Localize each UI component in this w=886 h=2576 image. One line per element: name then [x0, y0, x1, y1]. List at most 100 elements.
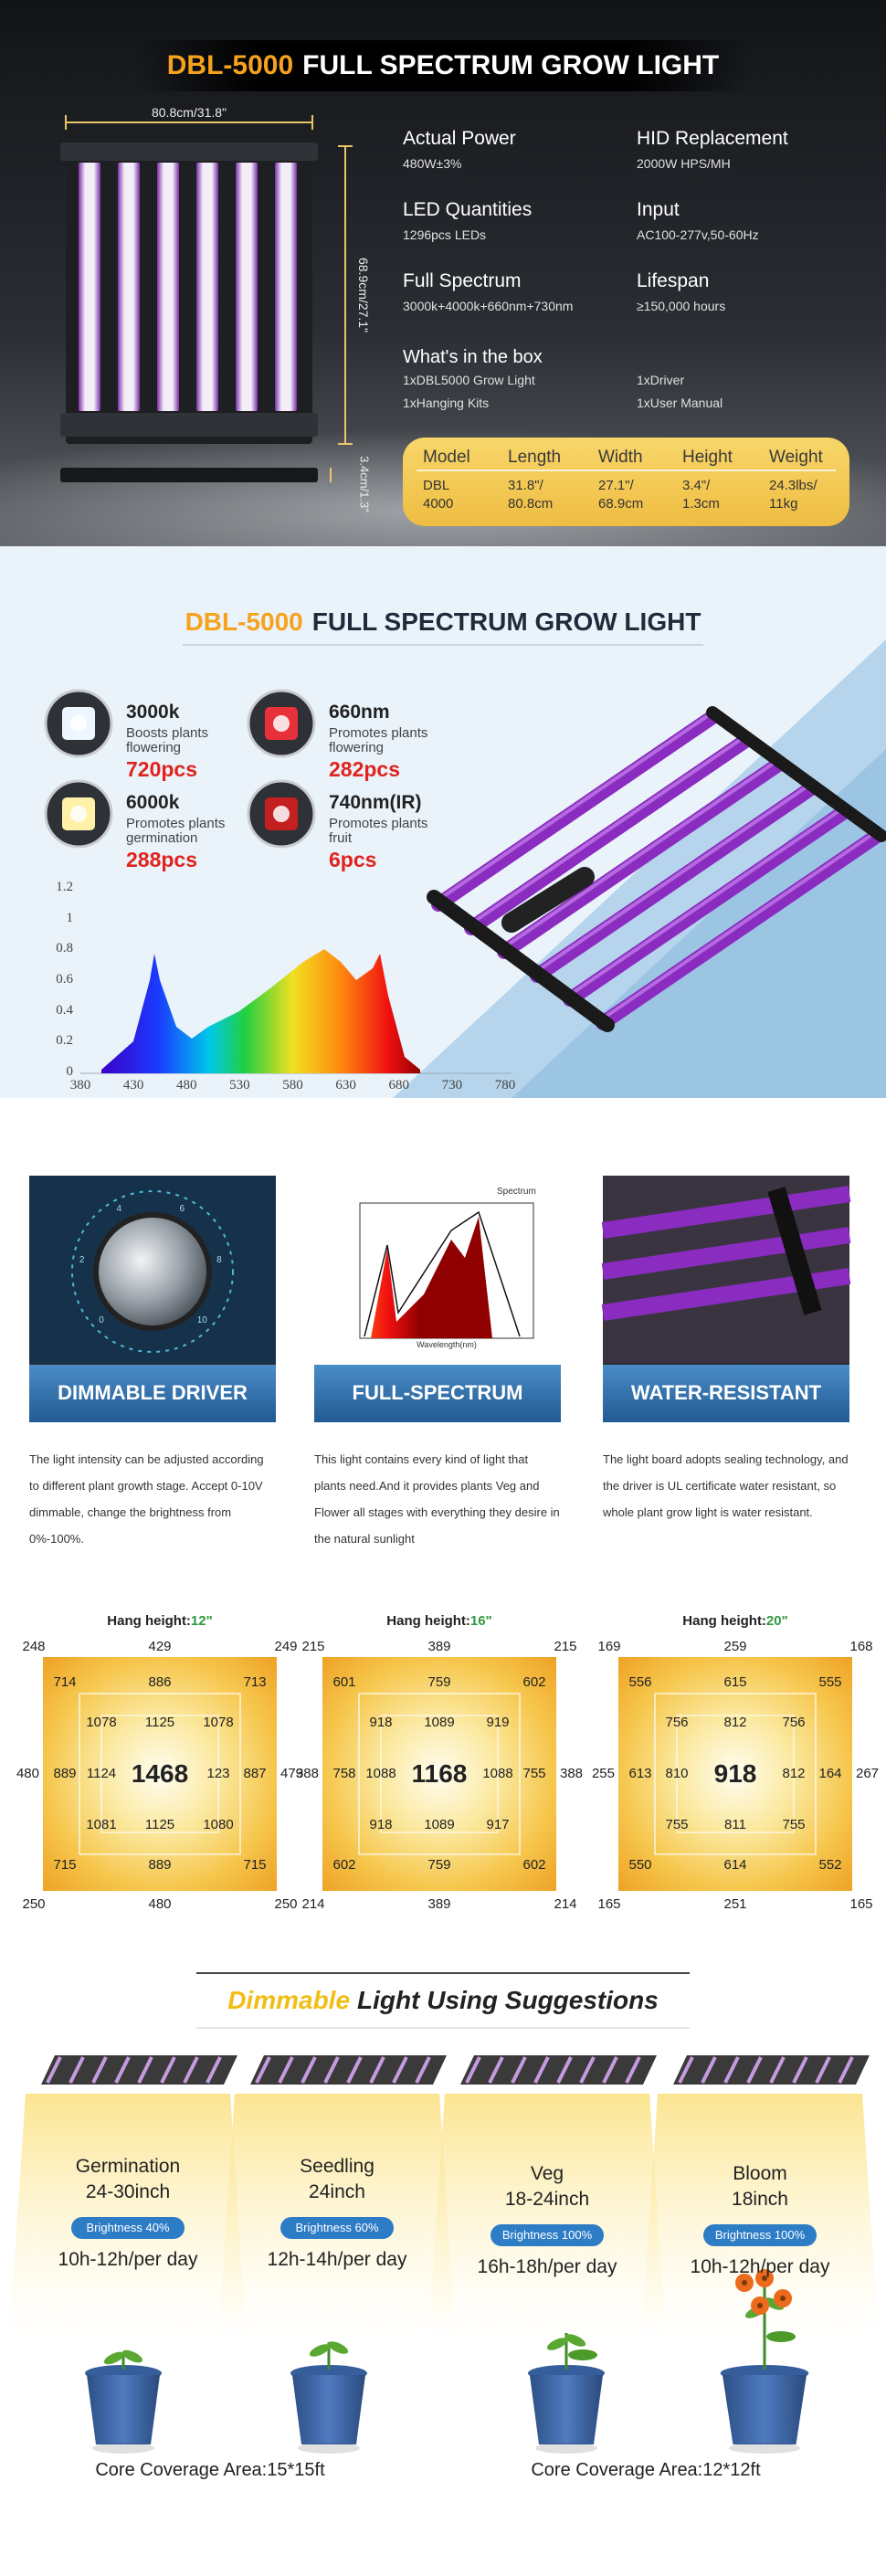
led-bar — [118, 163, 140, 411]
par-value: 811 — [724, 1817, 746, 1832]
feature-text: This light contains every kind of light … — [314, 1452, 560, 1546]
par-value: 1125 — [144, 1715, 175, 1730]
hang-height: 12" — [190, 1613, 213, 1629]
purple-bar-hi — [502, 758, 780, 949]
led-desc: Promotes plants flowering — [329, 725, 428, 755]
cross-bar — [767, 1187, 822, 1315]
cross-bar — [706, 706, 886, 842]
mini-axis-label: Wavelength(nm) — [417, 1340, 477, 1349]
y-tick-label: 0.8 — [56, 941, 73, 956]
leaf — [568, 2349, 597, 2360]
table-cell: 24.3lbs/ 11kg — [769, 478, 817, 512]
par-value: 550 — [628, 1857, 652, 1873]
par-inner — [79, 1693, 241, 1855]
coverage: Core Coverage Area:15*15ft — [95, 2460, 325, 2480]
mini-bar — [160, 2056, 176, 2084]
par-edge: 165 — [597, 1896, 621, 1912]
flower-center — [757, 2303, 763, 2308]
brightness-pill — [280, 2217, 394, 2239]
purple-bar-hi — [469, 734, 747, 925]
spec-label: HID Replacement — [637, 128, 788, 149]
table-header: Weight — [769, 448, 823, 467]
title: Light Using Suggestions — [357, 1986, 659, 2014]
purple-bar — [497, 757, 786, 959]
par-value: 889 — [53, 1766, 77, 1781]
mini-bar — [369, 2056, 385, 2084]
x-tick-label: 430 — [122, 1078, 144, 1093]
mini-bar — [488, 2056, 504, 2084]
par-value: 887 — [243, 1766, 267, 1781]
brightness-pill — [703, 2224, 817, 2246]
dial — [93, 1212, 212, 1331]
led-glow — [273, 806, 290, 822]
feature-text: The light intensity can be adjusted acco… — [29, 1452, 264, 1546]
par-value: 812 — [782, 1766, 806, 1781]
purple-bar — [601, 1227, 851, 1280]
mini-bar — [465, 2056, 481, 2084]
feature-banner — [603, 1365, 849, 1422]
par-heading: Hang height:16" — [386, 1613, 491, 1629]
mini-bar — [415, 2056, 431, 2084]
par-value: 615 — [723, 1674, 747, 1690]
pot-base — [535, 2443, 597, 2454]
feature-banner — [314, 1365, 561, 1422]
mini-bar — [206, 2056, 222, 2084]
par-value: 601 — [332, 1674, 356, 1690]
table-header: Model — [423, 448, 470, 467]
par-value: 1088 — [482, 1766, 513, 1781]
par-value: 1078 — [86, 1715, 117, 1730]
table-header: Height — [682, 448, 733, 467]
par-edge: 267 — [856, 1766, 880, 1781]
driver-bar — [501, 867, 595, 933]
stage-height: 24-30inch — [85, 2181, 171, 2202]
spectrum-title: DBL-5000 FULL SPECTRUM GROW LIGHT — [185, 607, 701, 637]
spec-table — [403, 438, 849, 526]
led-desc: Promotes plants germination — [126, 816, 226, 846]
par-value: 758 — [332, 1766, 356, 1781]
x-tick-label: 480 — [176, 1078, 197, 1093]
stage-name: Germination — [75, 2156, 181, 2177]
par-value: 552 — [818, 1857, 842, 1873]
highlight: Dimmable — [227, 1986, 351, 2014]
spec-label: Full Spectrum — [403, 270, 522, 291]
leaf — [766, 2331, 796, 2342]
hang-height: 16" — [469, 1613, 492, 1629]
pot — [292, 2375, 365, 2444]
par-value: 755 — [522, 1766, 546, 1781]
led-glow — [273, 715, 290, 732]
mini-bar — [815, 2056, 831, 2084]
par-edge: 250 — [274, 1896, 298, 1912]
par-value: 123 — [206, 1766, 230, 1781]
dial-label: 4 — [116, 1204, 122, 1215]
feature-banner — [29, 1365, 276, 1422]
pot-base — [728, 2443, 801, 2454]
box-item: 1xDBL5000 Grow Light — [403, 373, 535, 387]
par-value: 715 — [53, 1857, 77, 1873]
par-edge: 429 — [148, 1639, 172, 1654]
mini-bar — [323, 2056, 340, 2084]
dial-ring — [71, 1190, 234, 1353]
par-inner — [676, 1715, 795, 1833]
par-value: 918 — [369, 1817, 393, 1832]
table-cell: 27.1"/ 68.9cm — [598, 478, 644, 512]
par-value: 713 — [243, 1674, 267, 1690]
spec-value: 1296pcs LEDs — [403, 227, 487, 242]
mini-bar — [69, 2056, 85, 2084]
par-value: 556 — [628, 1674, 652, 1690]
dial-label: 2 — [79, 1255, 85, 1266]
par-edge: 250 — [22, 1896, 46, 1912]
purple-bar-hi — [601, 829, 879, 1020]
par-edge: 389 — [427, 1896, 451, 1912]
par-value: 1089 — [424, 1715, 455, 1730]
width-dim: 80.8cm/31.8" — [151, 105, 227, 120]
par-value: 812 — [723, 1715, 747, 1730]
purple-bar — [596, 829, 884, 1030]
light-beam — [218, 2094, 456, 2338]
par-map — [322, 1657, 556, 1891]
par-value: 164 — [818, 1766, 842, 1781]
par-edge: 165 — [849, 1896, 873, 1912]
mini-bar — [301, 2056, 317, 2084]
y-tick-label: 1 — [66, 910, 74, 925]
